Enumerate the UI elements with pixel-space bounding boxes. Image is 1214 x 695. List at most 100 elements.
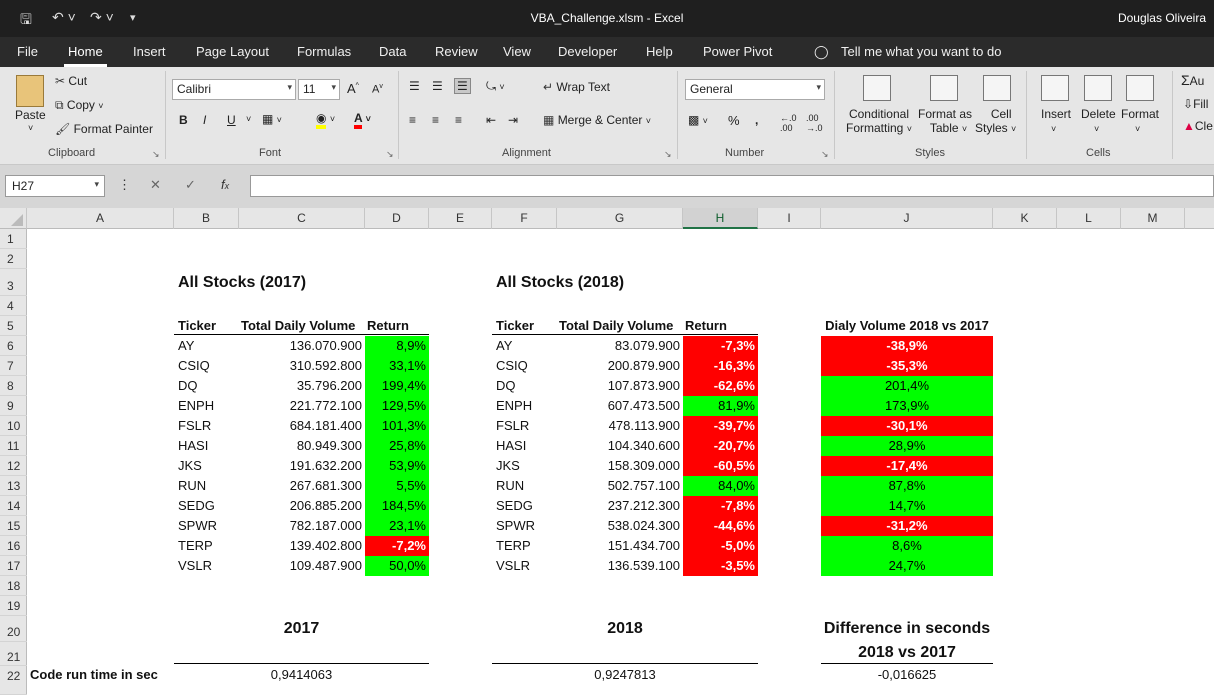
volume-cell-2018[interactable]: 151.434.700: [607, 538, 680, 553]
align-bottom-icon[interactable]: ☰: [454, 78, 471, 94]
row-header[interactable]: 10: [0, 416, 27, 436]
row-header[interactable]: 16: [0, 536, 27, 556]
row-header[interactable]: 18: [0, 576, 27, 596]
ticker-cell-2017[interactable]: SPWR: [178, 518, 217, 533]
col-header-i[interactable]: I: [758, 208, 821, 229]
return-cell-2017[interactable]: 101,3%: [365, 416, 429, 436]
col-header-a[interactable]: A: [27, 208, 174, 229]
runtime-header-2018[interactable]: 2018: [607, 620, 643, 637]
percent-icon[interactable]: %: [728, 113, 740, 128]
ticker-cell-2018[interactable]: SPWR: [496, 518, 535, 533]
col-header-l[interactable]: L: [1057, 208, 1121, 229]
ticker-cell-2018[interactable]: AY: [496, 338, 513, 353]
col-header-g[interactable]: G: [557, 208, 683, 229]
return-cell-2018[interactable]: 81,9%: [683, 396, 758, 416]
worksheet[interactable]: All Stocks (2017) All Stocks (2018) Tick…: [27, 229, 1214, 695]
underline-icon[interactable]: U: [227, 113, 236, 127]
volume-cell-2017[interactable]: 109.487.900: [289, 558, 362, 573]
row-header[interactable]: 6: [0, 336, 27, 356]
volume-cell-2018[interactable]: 502.757.100: [607, 478, 680, 493]
runtime-label[interactable]: Code run time in sec: [30, 667, 158, 682]
header-return-2018[interactable]: Return: [685, 318, 727, 333]
conditional-formatting-button[interactable]: Conditional Formatting ˅: [846, 107, 912, 135]
chevron-down-icon[interactable]: ˅: [246, 114, 252, 124]
ticker-cell-2017[interactable]: JKS: [178, 458, 202, 473]
ticker-cell-2018[interactable]: VSLR: [496, 558, 530, 573]
row-header[interactable]: 1: [0, 229, 27, 249]
volume-cell-2018[interactable]: 104.340.600: [607, 438, 680, 453]
row-header[interactable]: 22: [0, 666, 27, 695]
return-cell-2017[interactable]: 23,1%: [365, 516, 429, 536]
row-header[interactable]: 2: [0, 249, 27, 269]
decrease-decimal-icon[interactable]: .00 →.0: [806, 113, 823, 133]
tab-insert[interactable]: Insert: [133, 44, 166, 59]
tab-data[interactable]: Data: [379, 44, 407, 59]
tab-file[interactable]: File: [17, 44, 38, 59]
return-cell-2018[interactable]: -3,5%: [683, 556, 758, 576]
align-middle-icon[interactable]: ☰: [432, 79, 443, 93]
align-right-icon[interactable]: ≡: [455, 113, 463, 127]
runtime-header-diff-1[interactable]: Difference in seconds: [823, 620, 991, 637]
format-button[interactable]: Format ˅: [1121, 107, 1160, 134]
runtime-value-2018[interactable]: 0,9247813: [594, 667, 656, 682]
header-volume-2018[interactable]: Total Daily Volume: [559, 318, 674, 333]
volume-diff-cell[interactable]: -30,1%: [821, 416, 993, 436]
tell-me-search[interactable]: Tell me what you want to do: [841, 44, 1002, 59]
col-header-b[interactable]: B: [174, 208, 239, 229]
row-header[interactable]: 15: [0, 516, 27, 536]
tab-view[interactable]: View: [503, 44, 531, 59]
return-cell-2017[interactable]: 50,0%: [365, 556, 429, 576]
ticker-cell-2017[interactable]: RUN: [178, 478, 207, 493]
cell-styles-button[interactable]: Cell Styles ˅: [975, 107, 1017, 135]
title-2018[interactable]: All Stocks (2018): [496, 274, 625, 291]
volume-diff-cell[interactable]: 173,9%: [821, 396, 993, 416]
col-header-c[interactable]: C: [239, 208, 365, 229]
volume-cell-2018[interactable]: 136.539.100: [607, 558, 680, 573]
comma-icon[interactable]: ,: [755, 113, 759, 127]
ticker-cell-2018[interactable]: DQ: [496, 378, 516, 393]
volume-cell-2018[interactable]: 158.309.000: [607, 458, 680, 473]
copy-button[interactable]: ⧉ Copy ˅: [55, 98, 104, 112]
ticker-cell-2018[interactable]: HASI: [496, 438, 527, 453]
font-name-select[interactable]: Calibri ▾: [172, 79, 296, 100]
volume-diff-cell[interactable]: -31,2%: [821, 516, 993, 536]
delete-button[interactable]: Delete ˅: [1081, 107, 1116, 134]
clear-button[interactable]: ▲Cle: [1183, 119, 1213, 133]
volume-diff-cell[interactable]: 201,4%: [821, 376, 993, 396]
row-header[interactable]: 7: [0, 356, 27, 376]
col-header-m[interactable]: M: [1121, 208, 1185, 229]
row-header[interactable]: 13: [0, 476, 27, 496]
header-volume-diff[interactable]: Dialy Volume 2018 vs 2017: [825, 318, 989, 333]
increase-decimal-icon[interactable]: ←.0.00: [780, 113, 797, 133]
select-all-button[interactable]: [0, 208, 27, 229]
row-header[interactable]: 9: [0, 396, 27, 416]
tab-home[interactable]: Home: [64, 44, 107, 67]
volume-cell-2017[interactable]: 310.592.800: [289, 358, 362, 373]
col-header-k[interactable]: K: [993, 208, 1057, 229]
volume-cell-2018[interactable]: 200.879.900: [607, 358, 680, 373]
volume-cell-2017[interactable]: 267.681.300: [289, 478, 362, 493]
return-cell-2017[interactable]: 199,4%: [365, 376, 429, 396]
align-top-icon[interactable]: ☰: [409, 79, 420, 93]
fill-color-icon[interactable]: ◉ ˅: [316, 111, 335, 129]
return-cell-2018[interactable]: -7,3%: [683, 336, 758, 356]
font-launcher-icon[interactable]: ↘: [386, 149, 394, 159]
tab-review[interactable]: Review: [435, 44, 478, 59]
orientation-icon[interactable]: ⤿ ˅: [486, 79, 505, 93]
wrap-text-button[interactable]: ↵ Wrap Text: [543, 80, 610, 94]
merge-center-button[interactable]: ▦ Merge & Center ˅: [543, 113, 651, 127]
ticker-cell-2017[interactable]: SEDG: [178, 498, 215, 513]
volume-diff-cell[interactable]: 24,7%: [821, 556, 993, 576]
ticker-cell-2017[interactable]: TERP: [178, 538, 213, 553]
volume-cell-2017[interactable]: 139.402.800: [289, 538, 362, 553]
volume-diff-cell[interactable]: 8,6%: [821, 536, 993, 556]
customize-qat-icon[interactable]: ▾: [130, 12, 136, 24]
return-cell-2018[interactable]: -39,7%: [683, 416, 758, 436]
undo-icon[interactable]: ↶ ˅: [52, 9, 76, 25]
paste-button[interactable]: Paste: [15, 108, 46, 122]
borders-icon[interactable]: ▦ ˅: [262, 112, 282, 126]
volume-diff-cell[interactable]: 14,7%: [821, 496, 993, 516]
ticker-cell-2017[interactable]: VSLR: [178, 558, 212, 573]
row-header[interactable]: 3: [0, 269, 27, 296]
ticker-cell-2018[interactable]: SEDG: [496, 498, 533, 513]
